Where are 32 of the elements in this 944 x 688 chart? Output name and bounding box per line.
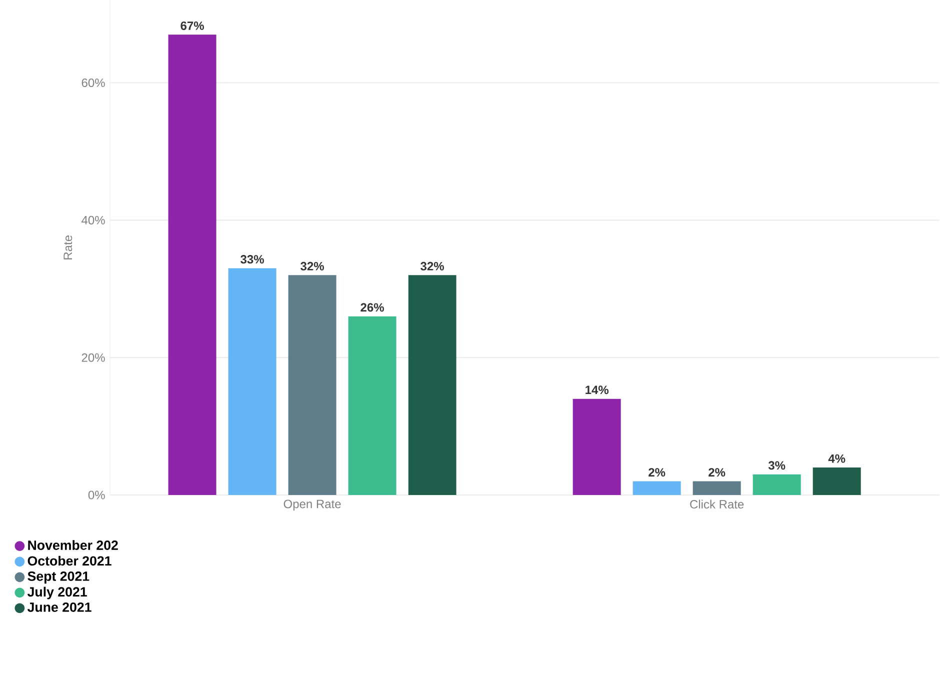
data-label: 26% [360, 303, 384, 312]
y-tick-label: 20% [82, 353, 105, 362]
data-label: 32% [420, 262, 444, 270]
bar [752, 474, 801, 495]
x-tick-label: Click Rate [690, 500, 744, 509]
y-tick-label: 40% [82, 216, 105, 224]
bar [348, 316, 396, 495]
bar [692, 481, 741, 495]
y-axis-title: Rate [64, 236, 72, 260]
legend-label: July 2021 [27, 586, 87, 600]
bar [632, 481, 681, 495]
data-label: 32% [300, 262, 324, 270]
bar [572, 398, 621, 495]
bar [168, 34, 216, 495]
data-label: 4% [828, 454, 846, 463]
legend-label: October 2021 [28, 556, 112, 566]
data-label: 3% [768, 461, 786, 470]
bar [408, 275, 456, 495]
data-label: 2% [708, 468, 726, 477]
data-label: 33% [240, 255, 264, 264]
y-tick-label: 60% [82, 78, 105, 88]
bar [288, 275, 336, 495]
legend-label: November 202 [28, 540, 118, 550]
data-label: 67% [180, 21, 204, 30]
legend-label: June 2021 [27, 602, 92, 612]
data-label: 2% [648, 468, 666, 477]
bar [812, 468, 861, 495]
legend-label: Sept 2021 [28, 572, 90, 584]
x-tick-label: Open Rate [284, 500, 341, 511]
bar [228, 268, 276, 495]
data-label: 14% [586, 386, 609, 394]
y-tick-label: 0% [88, 490, 105, 500]
